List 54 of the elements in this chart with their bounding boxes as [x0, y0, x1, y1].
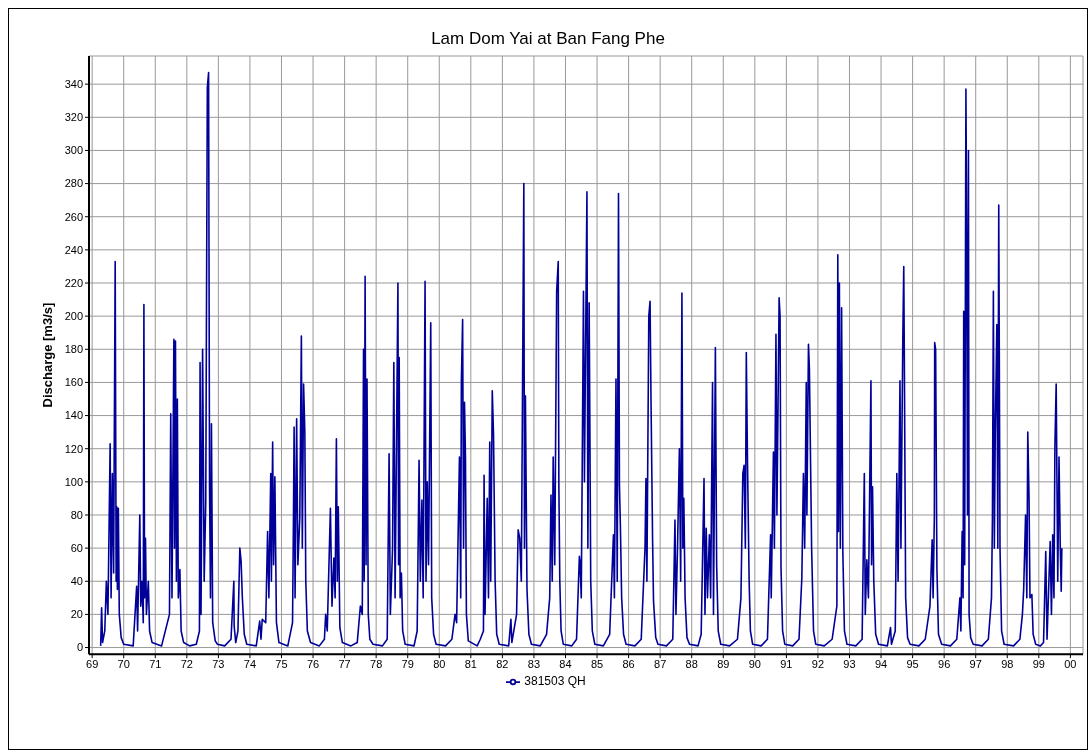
y-tick-label: 100 [64, 475, 83, 488]
x-tick-label: 91 [780, 657, 793, 670]
x-tick-label: 72 [180, 657, 193, 670]
y-tick-label: 200 [64, 310, 83, 323]
y-tick-label: 120 [64, 442, 83, 455]
y-tick-label: 40 [70, 575, 83, 588]
x-tick-label: 80 [433, 657, 446, 670]
x-tick-label: 93 [843, 657, 856, 670]
line-series [99, 71, 1063, 647]
x-tick-label: 95 [906, 657, 919, 670]
x-tick-label: 86 [622, 657, 635, 670]
x-tick-label: 69 [86, 657, 99, 670]
x-tick-label: 75 [275, 657, 288, 670]
x-tick-label: 00 [1064, 657, 1077, 670]
y-tick-label: 320 [64, 111, 83, 124]
y-tick-label: 260 [64, 210, 83, 223]
x-tick-label: 81 [464, 657, 477, 670]
x-tick-label: 85 [590, 657, 604, 670]
y-tick-label: 160 [64, 376, 83, 389]
x-tick-label: 76 [306, 657, 320, 670]
y-tick-label: 340 [64, 78, 83, 91]
x-tick-label: 96 [938, 657, 951, 670]
x-tick-label: 70 [117, 657, 130, 670]
y-tick-label: 220 [64, 276, 83, 289]
y-tick-label: 240 [64, 243, 83, 256]
x-tick-label: 82 [496, 657, 509, 670]
x-tick-label: 83 [527, 657, 541, 670]
y-tick-label: 60 [70, 542, 83, 555]
y-tick-label: 140 [64, 409, 83, 422]
x-tick-label: 89 [717, 657, 730, 670]
x-tick-label: 87 [654, 657, 667, 670]
legend-label: 381503 QH [524, 674, 586, 689]
y-tick-label: 20 [70, 608, 83, 621]
x-tick-label: 92 [811, 657, 825, 670]
y-axis-title: Discharge [m3/s] [39, 302, 55, 408]
chart-title: Lam Dom Yai at Ban Fang Phe [430, 29, 666, 49]
y-tick-label: 280 [64, 177, 83, 190]
x-tick-label: 73 [212, 657, 225, 670]
x-tick-label: 79 [401, 657, 414, 670]
y-tick-label: 180 [64, 343, 83, 356]
x-tick-label: 99 [1032, 657, 1045, 670]
x-tick-label: 97 [969, 657, 982, 670]
x-tick-label: 78 [370, 657, 383, 670]
x-tick-label: 98 [1001, 657, 1014, 670]
x-tick-label: 88 [685, 657, 698, 670]
x-tick-label: 84 [559, 657, 572, 670]
x-tick-label: 90 [748, 657, 761, 670]
y-tick-label: 300 [64, 144, 83, 157]
x-tick-label: 77 [338, 657, 351, 670]
x-tick-label: 71 [149, 657, 162, 670]
y-tick-label: 80 [70, 508, 83, 521]
x-tick-label: 74 [243, 657, 257, 670]
y-tick-label: 0 [76, 641, 83, 654]
x-tick-label: 94 [874, 657, 888, 670]
